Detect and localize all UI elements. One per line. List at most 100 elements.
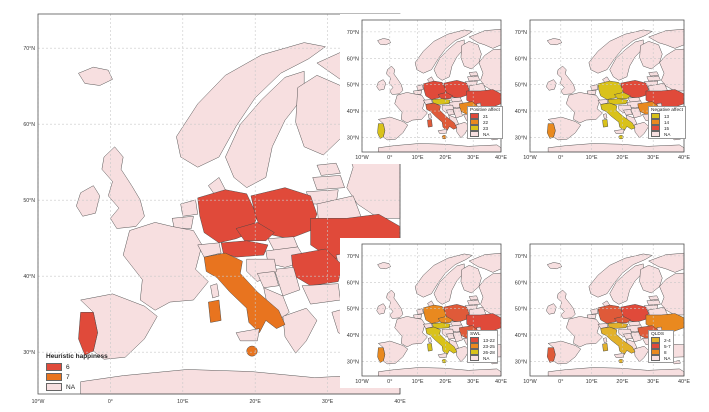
longitude-tick-label: 10°E — [177, 399, 189, 405]
legend-item: 15 — [651, 125, 683, 132]
inset-map-positive-affect: 10°W 0° 10°E 20°E 30°E 40°E 70°N 60°N 50°N 40°N 30… — [340, 14, 507, 164]
legend-item: NA — [651, 131, 683, 138]
country-netherlands — [591, 85, 598, 91]
latitude-tick-label: 70°N — [515, 254, 527, 260]
main-legend-title: Heuristic happiness — [46, 353, 108, 360]
legend-item: 23-25 — [470, 343, 495, 350]
main-legend-item: NA — [46, 382, 108, 392]
country-sweden — [434, 264, 464, 304]
legend-title: Positive affect — [470, 108, 500, 113]
country-africa — [548, 143, 684, 152]
latitude-tick-label: 50°N — [515, 83, 527, 89]
legend-item: 14 — [651, 119, 683, 126]
country-russia — [479, 49, 501, 91]
legend-item: NA — [651, 355, 671, 362]
country-greece — [283, 308, 317, 353]
country-latvia — [647, 300, 661, 305]
country-cyprus — [673, 360, 680, 364]
longitude-tick-label: 40°E — [678, 379, 690, 385]
country-ireland — [76, 186, 99, 217]
country-sicily — [614, 129, 624, 133]
country-uk — [387, 66, 403, 94]
legend-swatch — [470, 343, 479, 350]
country-norway — [415, 30, 472, 73]
country-finland — [461, 41, 481, 69]
latitude-tick-label: 40°N — [347, 109, 359, 115]
map-frame — [529, 19, 685, 153]
longitude-tick-label: 20°E — [616, 155, 628, 161]
country-estonia — [649, 296, 659, 300]
country-sardinia — [427, 119, 432, 127]
map-frame — [37, 13, 401, 395]
inset-legend: Negative affect 13 14 15 NA — [648, 106, 686, 140]
legend-label: NA — [66, 383, 76, 391]
legend-swatch — [470, 131, 479, 138]
country-corsica — [210, 284, 219, 298]
longitude-tick-label: 20°E — [250, 399, 262, 405]
latitude-tick-label: 70°N — [347, 254, 359, 260]
longitude-tick-label: 0° — [387, 379, 392, 385]
legend-label: NA — [664, 355, 671, 361]
country-iceland — [547, 262, 561, 268]
inset-legend: Positive affect 21 22 23 NA — [467, 106, 503, 140]
legend-swatch — [470, 125, 479, 132]
country-africa — [378, 367, 501, 376]
country-corsica — [603, 114, 607, 119]
country-uk — [557, 290, 575, 318]
latitude-tick-label: 50°N — [347, 83, 359, 89]
latitude-tick-label: 50°N — [515, 307, 527, 313]
country-greece — [456, 346, 469, 362]
latitude-tick-label: 30°N — [347, 135, 359, 141]
country-czechia — [614, 316, 630, 322]
legend-label: 2-4 — [664, 337, 671, 343]
longitude-tick-label: 40°E — [495, 379, 507, 385]
map-frame — [529, 243, 685, 377]
country-switzerland — [423, 323, 432, 328]
country-serbia — [453, 332, 463, 342]
legend-swatch — [651, 113, 660, 120]
country-bosnia — [257, 271, 278, 287]
country-sardinia — [208, 300, 221, 322]
country-estonia — [469, 72, 478, 76]
latitude-tick-label: 70°N — [347, 30, 359, 36]
map-frame — [361, 19, 502, 153]
country-norway — [589, 30, 652, 73]
legend-label: 13-22 — [483, 337, 495, 343]
legend-swatch — [651, 349, 660, 356]
country-switzerland — [598, 323, 608, 328]
country-corsica — [428, 114, 431, 119]
inset-legend: QLDS 2-4 5-7 8 NA — [648, 330, 674, 364]
country-sweden — [610, 264, 644, 304]
country-netherlands — [181, 200, 198, 216]
country-norway — [415, 254, 472, 297]
country-latvia — [313, 175, 345, 189]
country-norway — [589, 254, 652, 297]
country-iceland — [378, 38, 391, 44]
legend-label: 13 — [664, 113, 670, 119]
latitude-tick-label: 40°N — [515, 109, 527, 115]
legend-item: 2-4 — [651, 337, 671, 344]
legend-item: 23 — [470, 125, 500, 132]
legend-label: 26-28 — [483, 349, 495, 355]
country-estonia — [317, 163, 340, 175]
longitude-tick-label: 0° — [387, 155, 392, 161]
country-serbia — [453, 108, 463, 118]
country-portugal — [378, 348, 385, 363]
country-latvia — [467, 76, 479, 81]
country-uk — [387, 290, 403, 318]
legend-item: 22 — [470, 119, 500, 126]
legend-title: SWL — [470, 332, 481, 337]
country-serbia — [631, 108, 642, 118]
country-estonia — [469, 296, 478, 300]
country-russia — [479, 273, 501, 315]
country-france — [395, 316, 428, 347]
legend-title: QLDS — [651, 332, 665, 337]
legend-label: 22 — [483, 119, 489, 125]
legend-swatch — [651, 355, 660, 362]
legend-swatch — [651, 119, 660, 126]
legend-label: 23-25 — [483, 343, 495, 349]
country-corsica — [428, 338, 431, 343]
inset-map-swl: 10°W 0° 10°E 20°E 30°E 40°E 70°N 60°N 50°N 40°N 30… — [340, 238, 507, 388]
country-sweden — [610, 40, 644, 80]
longitude-tick-label: 20°E — [616, 379, 628, 385]
